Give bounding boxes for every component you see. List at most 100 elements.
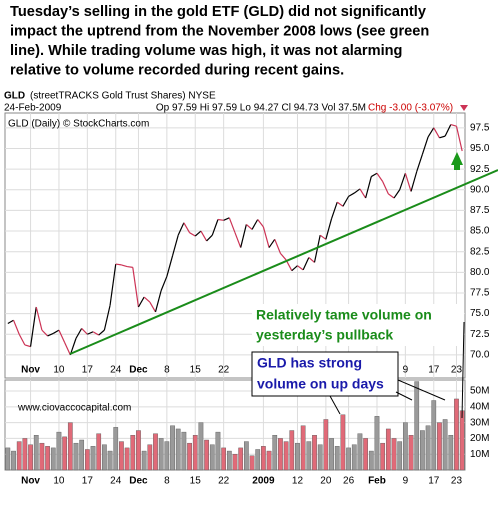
- volume-bar: [107, 450, 113, 471]
- volume-bar: [363, 438, 368, 471]
- headline-line: line). While trading volume was high, it…: [10, 43, 402, 59]
- price-segment: [177, 222, 185, 236]
- x-tick-label: 17: [428, 365, 440, 376]
- x-tick-label: 23: [451, 365, 463, 376]
- price-segment: [200, 230, 208, 242]
- price-segment: [64, 342, 71, 356]
- price-segment: [234, 232, 242, 248]
- volume-bar: [209, 444, 215, 471]
- y-tick-label: 90.0: [470, 184, 490, 195]
- price-segment: [382, 181, 389, 195]
- price-segment: [52, 329, 60, 334]
- price-segment: [342, 196, 350, 207]
- annotation-pointer: [329, 395, 341, 415]
- annotation-pointer: [395, 391, 413, 401]
- volume-bar: [431, 400, 437, 471]
- x-tick-label: 22: [218, 476, 230, 487]
- volume-bar: [90, 446, 96, 471]
- price-segment: [444, 124, 452, 137]
- price-segment: [348, 192, 355, 197]
- price-segment: [387, 193, 395, 199]
- volume-bar: [147, 444, 153, 471]
- volume-bar: [50, 447, 56, 471]
- x-tick-label: 10: [53, 365, 65, 376]
- volume-bar: [215, 431, 221, 471]
- price-segment: [291, 265, 298, 272]
- volume-bar: [22, 438, 28, 471]
- volume-bar: [420, 430, 425, 471]
- price-segment: [137, 296, 145, 308]
- x-tick-label: 24: [110, 365, 122, 376]
- symbol: GLD: [4, 91, 25, 102]
- volume-bar: [351, 444, 357, 471]
- price-segment: [35, 306, 43, 331]
- headline-line: relative to volume recorded during recen…: [10, 62, 344, 78]
- price-segment: [353, 188, 361, 194]
- price-segment: [399, 173, 406, 190]
- headline-line: Tuesday’s selling in the gold ETF (GLD) …: [10, 4, 427, 20]
- y-tick-label: 50M: [470, 386, 489, 397]
- x-tick-label: 17: [82, 365, 94, 376]
- x-tick-label: Feb: [368, 476, 386, 487]
- price-segment: [325, 218, 333, 240]
- y-tick-label: 20M: [470, 433, 489, 444]
- headline: Tuesday’s selling in the gold ETF (GLD) …: [10, 4, 429, 79]
- volume-bar: [385, 428, 391, 471]
- date: 24-Feb-2009: [4, 103, 62, 114]
- volume-bar: [408, 435, 414, 471]
- volume-bar: [67, 422, 73, 471]
- price-segment: [47, 332, 54, 337]
- volume-bar: [391, 438, 397, 471]
- y-tick-label: 77.5: [470, 288, 490, 299]
- y-tick-label: 70.0: [470, 350, 490, 361]
- price-segment: [98, 329, 105, 336]
- price-segment: [7, 319, 14, 325]
- price-segment: [217, 218, 224, 221]
- price-segment: [92, 331, 100, 336]
- x-tick-label: 12: [292, 476, 304, 487]
- volume-bar: [113, 427, 119, 471]
- annotation: volume on up days: [257, 376, 384, 392]
- price-segment: [103, 305, 111, 331]
- price-segment: [69, 338, 77, 356]
- volume-bar: [295, 442, 300, 471]
- price-segment: [171, 235, 179, 256]
- volume-bar: [141, 450, 147, 471]
- volume-bar: [84, 449, 90, 471]
- volume-bar: [16, 441, 22, 471]
- y-tick-label: 10M: [470, 449, 489, 460]
- price-segment: [274, 239, 281, 254]
- price-segment: [330, 201, 338, 219]
- headline-line: impact the uptrend from the November 200…: [10, 23, 429, 39]
- price-segment: [81, 328, 88, 335]
- price-segment: [319, 234, 327, 240]
- volume-bar: [5, 447, 11, 471]
- price-segment: [12, 319, 20, 335]
- volume-bar: [96, 433, 102, 471]
- volume-bar: [300, 425, 306, 471]
- volume-bar: [170, 425, 175, 471]
- volume-bar: [187, 442, 192, 471]
- volume-bar: [323, 419, 329, 471]
- volume-bar: [459, 410, 465, 471]
- price-segment: [132, 267, 140, 308]
- volume-bar: [289, 430, 295, 471]
- security-name: (streetTRACKS Gold Trust Shares) NYSE: [30, 91, 216, 102]
- volume-bar: [158, 438, 164, 471]
- y-tick-label: 87.5: [470, 205, 490, 216]
- volume-bar: [425, 425, 431, 471]
- volume-bar: [329, 438, 334, 471]
- watermark: www.ciovaccocapital.com: [17, 403, 131, 414]
- price-segment: [160, 276, 168, 291]
- price-segment: [313, 235, 321, 263]
- annotation-box: [252, 304, 464, 346]
- volume-bar: [153, 433, 158, 471]
- price-segment: [257, 219, 264, 228]
- price-segment: [245, 223, 253, 230]
- price-segment: [336, 201, 344, 207]
- volume-bar: [454, 398, 459, 471]
- annotation: Relatively tame volume on: [256, 307, 432, 323]
- quote: Op 97.59 Hi 97.59 Lo 94.27 Cl 94.73 Vol …: [156, 103, 366, 114]
- volume-bar: [374, 416, 380, 471]
- annotation-pointer: [397, 379, 446, 401]
